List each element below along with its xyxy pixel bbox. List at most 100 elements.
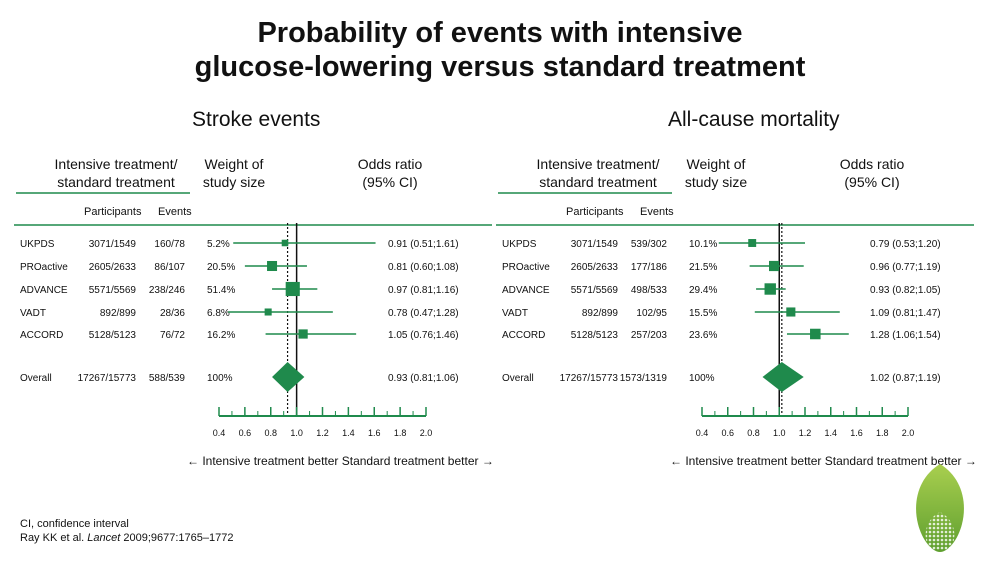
study-name: ADVANCE <box>20 285 68 296</box>
x-tick-label: 1.6 <box>368 428 381 438</box>
slide-title-line-2: glucose-lowering versus standard treatme… <box>194 51 806 83</box>
weight-value: 100% <box>689 373 715 384</box>
header-odds-mortality: Odds ratio (95% CI) <box>839 156 905 190</box>
weight-value: 100% <box>207 373 233 384</box>
x-tick-label: 1.2 <box>799 428 812 438</box>
x-tick-label: 1.4 <box>824 428 837 438</box>
x-tick-label: 2.0 <box>902 428 915 438</box>
header-comparison-mortality: Intensive treatment/standard treatment <box>536 156 660 190</box>
odds-ratio-value: 0.91 (0.51;1.61) <box>388 239 459 250</box>
header-weight-mortality: Weight of study size <box>684 156 748 190</box>
study-name: Overall <box>20 373 52 384</box>
events-value: 177/186 <box>631 262 668 273</box>
slide-title-line-1: Probability of events with intensive <box>257 17 743 49</box>
events-value: 539/302 <box>631 239 668 250</box>
participants-value: 17267/15773 <box>560 373 619 384</box>
footnote-ci: CI, confidence interval <box>20 518 129 530</box>
participants-value: 5128/5123 <box>89 330 137 341</box>
point-estimate-square <box>810 328 821 340</box>
leaf-logo-icon <box>916 464 964 552</box>
study-name: ACCORD <box>20 330 63 341</box>
events-value: 160/78 <box>154 239 185 250</box>
participants-value: 2605/2633 <box>89 262 137 273</box>
events-value: 257/203 <box>631 330 668 341</box>
study-name: UKPDS <box>20 239 55 250</box>
weight-value: 23.6% <box>689 330 717 341</box>
weight-value: 10.1% <box>689 239 717 250</box>
weight-value: 29.4% <box>689 285 717 296</box>
study-name: VADT <box>502 308 528 319</box>
panel-title-mortality: All-cause mortality <box>668 108 840 131</box>
x-tick-label: 1.8 <box>394 428 407 438</box>
point-estimate-square <box>281 239 289 247</box>
participants-value: 5571/5569 <box>89 285 137 296</box>
odds-ratio-value: 0.78 (0.47;1.28) <box>388 308 459 319</box>
x-tick-label: 1.0 <box>773 428 786 438</box>
weight-value: 51.4% <box>207 285 235 296</box>
odds-ratio-value: 1.05 (0.76;1.46) <box>388 330 459 341</box>
odds-ratio-value: 0.93 (0.81;1.06) <box>388 373 459 384</box>
point-estimate-square <box>748 239 757 247</box>
point-estimate-square <box>298 329 308 339</box>
weight-value: 21.5% <box>689 262 717 273</box>
weight-value: 20.5% <box>207 262 235 273</box>
direction-label-stroke: ← Intensive treatment better Standard tr… <box>187 454 494 468</box>
events-value: 588/539 <box>149 373 186 384</box>
events-value: 238/246 <box>149 285 186 296</box>
point-estimate-square <box>285 281 300 297</box>
study-name: UKPDS <box>502 239 537 250</box>
participants-value: 5128/5123 <box>571 330 619 341</box>
x-tick-label: 0.6 <box>239 428 252 438</box>
participants-value: 17267/15773 <box>78 373 137 384</box>
participants-value: 2605/2633 <box>571 262 619 273</box>
point-estimate-square <box>267 260 278 272</box>
study-name: PROactive <box>20 262 68 273</box>
weight-value: 6.8% <box>207 308 230 319</box>
x-tick-label: 1.8 <box>876 428 889 438</box>
slide-title: Probability of events with intensive glu… <box>0 16 1000 84</box>
odds-ratio-value: 0.81 (0.60;1.08) <box>388 262 459 273</box>
participants-value: 892/899 <box>582 308 619 319</box>
participants-value: 5571/5569 <box>571 285 619 296</box>
header-events-stroke: Events <box>158 206 192 218</box>
direction-label-mortality: ← Intensive treatment better Standard tr… <box>670 454 977 468</box>
x-tick-label: 0.4 <box>696 428 709 438</box>
footnote-reference: Ray KK et al. Lancet 2009;9677:1765–1772 <box>20 532 234 544</box>
header-participants-stroke: Participants <box>84 206 142 218</box>
x-tick-label: 0.4 <box>213 428 226 438</box>
point-estimate-square <box>769 260 780 272</box>
events-value: 498/533 <box>631 285 668 296</box>
study-name: ACCORD <box>502 330 545 341</box>
header-odds-stroke: Odds ratio (95% CI) <box>357 156 423 190</box>
x-tick-label: 2.0 <box>420 428 433 438</box>
x-tick-label: 1.6 <box>850 428 863 438</box>
header-events-mortality: Events <box>640 206 674 218</box>
overall-diamond <box>762 362 804 392</box>
events-value: 86/107 <box>154 262 185 273</box>
events-value: 1573/1319 <box>620 373 668 384</box>
weight-value: 15.5% <box>689 308 717 319</box>
point-estimate-square <box>764 283 776 295</box>
point-estimate-square <box>264 308 272 316</box>
odds-ratio-value: 1.02 (0.87;1.19) <box>870 373 941 384</box>
weight-value: 16.2% <box>207 330 235 341</box>
x-tick-label: 1.2 <box>316 428 329 438</box>
odds-ratio-value: 0.93 (0.82;1.05) <box>870 285 941 296</box>
study-name: Overall <box>502 373 534 384</box>
study-name: PROactive <box>502 262 550 273</box>
participants-value: 892/899 <box>100 308 137 319</box>
x-tick-label: 1.4 <box>342 428 355 438</box>
overall-diamond <box>272 362 305 392</box>
x-tick-label: 1.0 <box>290 428 303 438</box>
odds-ratio-value: 0.79 (0.53;1.20) <box>870 239 941 250</box>
odds-ratio-value: 0.96 (0.77;1.19) <box>870 262 941 273</box>
participants-value: 3071/1549 <box>89 239 137 250</box>
participants-value: 3071/1549 <box>571 239 619 250</box>
header-participants-mortality: Participants <box>566 206 624 218</box>
point-estimate-square <box>786 307 796 317</box>
weight-value: 5.2% <box>207 239 230 250</box>
x-tick-label: 0.8 <box>264 428 277 438</box>
x-tick-label: 0.8 <box>747 428 760 438</box>
study-name: ADVANCE <box>502 285 550 296</box>
